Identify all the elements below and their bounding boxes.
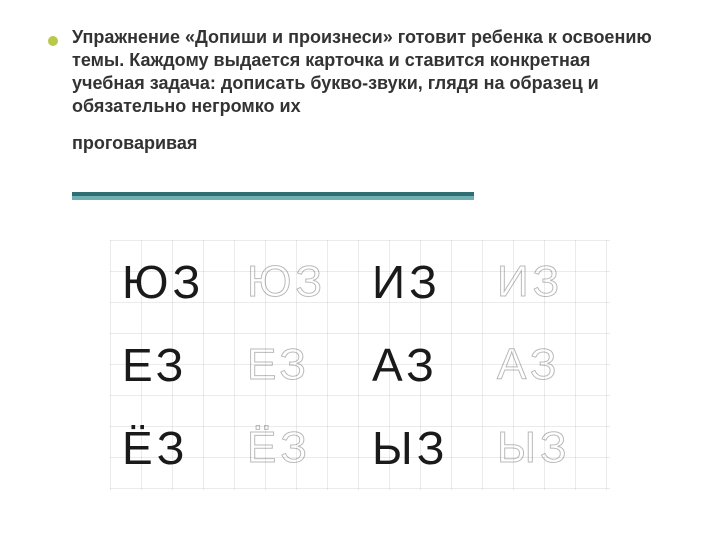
table-row: ЮЗ ЮЗ ИЗ ИЗ — [110, 240, 610, 323]
cell-solid: ЁЗ — [122, 422, 189, 474]
title-underline-light — [72, 196, 474, 200]
worksheet-table: ЮЗ ЮЗ ИЗ ИЗ ЕЗ ЕЗ АЗ АЗ ЁЗ ЁЗ ЫЗ ЫЗ — [110, 240, 610, 490]
cell-outline: ЮЗ — [247, 257, 326, 306]
heading-text: Упражнение «Допиши и произнеси» готовит … — [72, 27, 652, 116]
cell-outline: АЗ — [497, 340, 560, 389]
table-row: ЁЗ ЁЗ ЫЗ ЫЗ — [110, 407, 610, 490]
cell-outline: ЕЗ — [247, 340, 310, 389]
cell-outline: ЁЗ — [247, 423, 311, 472]
table-row: ЕЗ ЕЗ АЗ АЗ — [110, 323, 610, 406]
cell-solid: ЫЗ — [372, 422, 449, 474]
slide: Упражнение «Допиши и произнеси» готовит … — [0, 0, 720, 540]
bullet-dot — [48, 36, 58, 46]
cell-solid: ЕЗ — [122, 339, 187, 391]
heading-word2: проговаривая — [72, 133, 197, 153]
cell-outline: ИЗ — [497, 257, 563, 306]
cell-solid: ЮЗ — [122, 256, 204, 308]
cell-outline: ЫЗ — [497, 423, 571, 472]
cell-solid: ИЗ — [372, 256, 441, 308]
worksheet-card: ЮЗ ЮЗ ИЗ ИЗ ЕЗ ЕЗ АЗ АЗ ЁЗ ЁЗ ЫЗ ЫЗ — [110, 240, 610, 490]
heading-block: Упражнение «Допиши и произнеси» готовит … — [72, 26, 662, 155]
cell-solid: АЗ — [372, 339, 438, 391]
